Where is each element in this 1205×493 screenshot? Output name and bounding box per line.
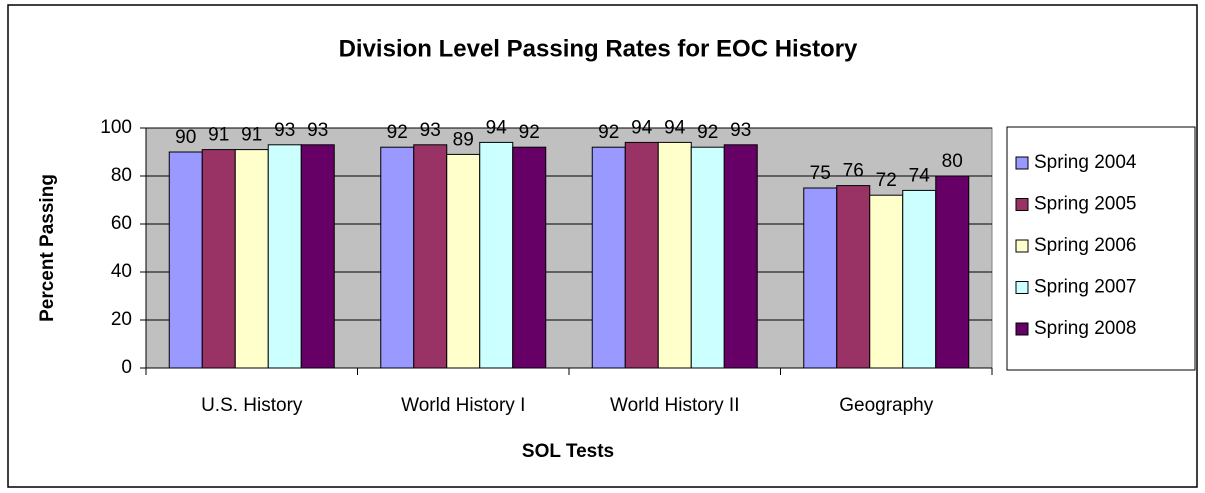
data-label: 94 (664, 117, 686, 138)
chart-title: Division Level Passing Rates for EOC His… (339, 35, 858, 62)
bar (479, 141, 514, 369)
bar (168, 151, 203, 369)
data-label: 76 (843, 161, 864, 182)
data-label: 92 (697, 122, 718, 143)
data-label: 94 (486, 117, 508, 138)
data-label: 90 (175, 127, 196, 148)
bar (836, 185, 871, 369)
data-label: 93 (420, 120, 441, 141)
legend-label: Spring 2005 (1034, 194, 1136, 215)
legend-label: Spring 2007 (1034, 277, 1136, 298)
data-label: 75 (810, 163, 831, 184)
bar (201, 149, 236, 369)
data-label: 94 (631, 117, 653, 138)
bar (935, 175, 970, 369)
legend-label: Spring 2008 (1034, 318, 1136, 339)
legend-swatch (1015, 322, 1029, 336)
x-tick-label: World History II (610, 395, 740, 416)
legend-swatch (1015, 156, 1029, 170)
y-tick-label: 80 (111, 165, 132, 186)
y-tick-label: 60 (111, 213, 132, 234)
data-label: 92 (519, 122, 540, 143)
x-tick-label: World History I (401, 395, 525, 416)
data-label: 93 (307, 120, 328, 141)
data-label: 91 (208, 125, 229, 146)
bar (446, 153, 481, 369)
bar (300, 144, 335, 369)
data-label: 92 (598, 122, 619, 143)
x-axis-label: SOL Tests (522, 441, 614, 462)
legend-box (1006, 126, 1196, 371)
x-tick-label: Geography (839, 395, 934, 416)
bar (512, 146, 547, 369)
y-tick-label: 0 (121, 357, 132, 378)
legend-label: Spring 2004 (1034, 152, 1137, 173)
data-label: 91 (241, 125, 262, 146)
bar (657, 141, 692, 369)
bar (267, 144, 302, 369)
data-label: 72 (876, 170, 897, 191)
data-label: 93 (274, 120, 295, 141)
bar (869, 194, 904, 369)
legend-swatch (1015, 281, 1029, 294)
data-label: 93 (730, 120, 751, 141)
y-axis-label: Percent Passing (37, 174, 58, 322)
y-tick-label: 40 (111, 261, 132, 282)
bar (803, 187, 838, 369)
bar (902, 189, 937, 369)
x-tick-label: U.S. History (201, 395, 303, 416)
legend-swatch (1015, 239, 1029, 253)
bar (723, 144, 758, 369)
bar (591, 146, 626, 369)
data-label: 89 (453, 129, 474, 150)
data-label: 74 (909, 165, 931, 186)
bar (624, 141, 659, 369)
legend-swatch (1015, 198, 1029, 211)
bar (234, 149, 269, 369)
data-label: 92 (387, 122, 408, 143)
y-tick-label: 20 (111, 309, 132, 330)
bar (690, 146, 725, 369)
data-label: 80 (942, 151, 963, 172)
bar (380, 146, 415, 369)
legend-label: Spring 2006 (1034, 235, 1136, 256)
bar (413, 144, 448, 369)
y-tick-label: 100 (100, 117, 132, 138)
